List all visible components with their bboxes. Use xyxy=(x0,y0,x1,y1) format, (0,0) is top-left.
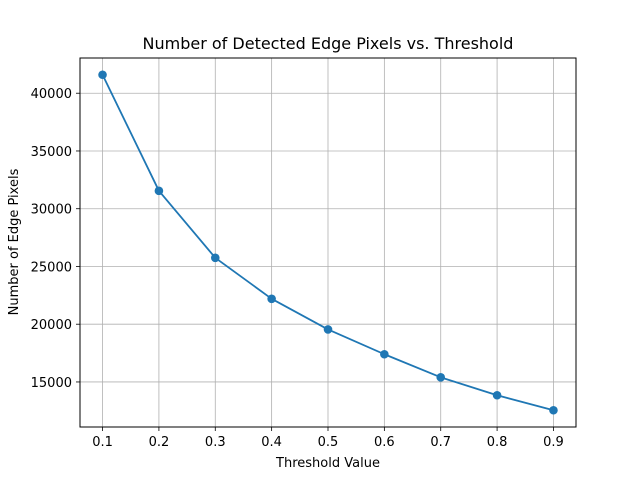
y-tick-label: 35000 xyxy=(31,145,72,160)
data-point xyxy=(210,253,220,263)
data-point xyxy=(323,325,333,334)
x-tick-label: 0.1 xyxy=(92,435,113,450)
x-tick-label: 0.2 xyxy=(149,435,170,450)
y-tick-label: 15000 xyxy=(31,376,72,391)
chart-title: Number of Detected Edge Pixels vs. Thres… xyxy=(143,34,514,53)
x-tick-label: 0.3 xyxy=(205,435,226,450)
data-point xyxy=(436,373,446,382)
x-tick-label: 0.6 xyxy=(374,435,395,450)
x-tick-label: 0.4 xyxy=(261,435,282,450)
data-point xyxy=(267,294,276,304)
data-point xyxy=(380,349,389,359)
y-tick-label: 25000 xyxy=(31,260,72,275)
data-point xyxy=(98,70,107,80)
y-axis-label: Number of Edge Pixels xyxy=(7,168,22,315)
ticks: 0.1 0.2 0.3 0.4 0.5 0.6 0.7 0.8 0.9 15000 20000 250… xyxy=(31,87,564,450)
y-tick-label: 20000 xyxy=(31,318,72,333)
x-tick-label: 0.8 xyxy=(487,435,508,450)
grid xyxy=(80,58,576,427)
x-tick-label: 0.5 xyxy=(318,435,339,450)
y-tick-label: 40000 xyxy=(31,87,72,102)
y-tick-label: 30000 xyxy=(31,203,72,218)
data-point xyxy=(154,186,164,196)
x-tick-label: 0.7 xyxy=(430,435,451,450)
data-point xyxy=(549,405,558,415)
series-layer xyxy=(98,70,558,415)
x-axis-label: Threshold Value xyxy=(275,456,380,471)
data-point xyxy=(492,390,502,400)
x-tick-label: 0.9 xyxy=(543,435,564,450)
